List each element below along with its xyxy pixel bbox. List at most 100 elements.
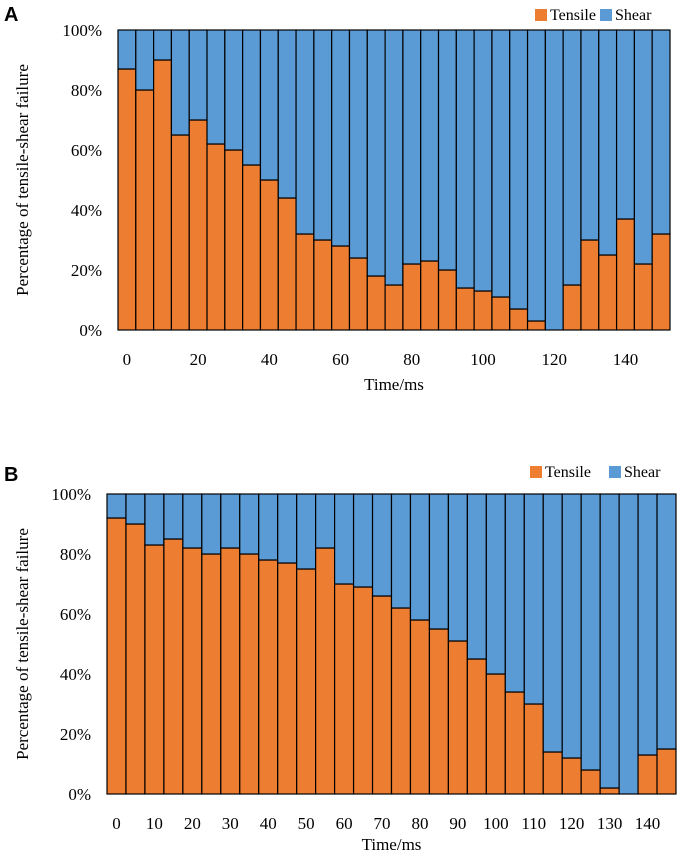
chart-a-bar-shear <box>615 29 635 220</box>
chart-a-bar-tensile <box>491 296 511 331</box>
chart-b-bar-tensile <box>296 568 317 795</box>
chart-a-bar-tensile <box>651 233 671 331</box>
chart-b-y-tick-label: 20% <box>60 725 91 744</box>
chart-b-bar-tensile <box>334 583 355 795</box>
chart-a-bar-shear <box>206 29 226 145</box>
chart-a-y-tick-label: 60% <box>71 141 102 160</box>
chart-b-bar-tensile <box>220 547 241 795</box>
chart-b-bar-tensile <box>315 547 336 795</box>
chart-a-bar-shear <box>580 29 600 241</box>
panel-label-b: B <box>4 464 19 486</box>
chart-b-bar-shear <box>466 493 487 660</box>
chart-a-y-tick-label: 80% <box>71 81 102 100</box>
chart-b-bar-shear <box>599 493 620 789</box>
chart-a-bar-tensile <box>224 149 244 331</box>
chart-b-x-tick-label: 110 <box>521 814 546 833</box>
chart-b-bar-tensile <box>599 787 620 795</box>
chart-a-x-tick-label: 20 <box>190 350 207 369</box>
chart-b-bar-shear <box>447 493 468 642</box>
chart-a-bar-tensile <box>348 257 368 331</box>
chart-b-bar-shear <box>390 493 412 609</box>
chart-b-bar-shear <box>504 493 525 693</box>
chart-b-bar-tensile <box>523 703 544 795</box>
chart-b-bar-tensile <box>485 673 506 795</box>
chart-b-x-tick-label: 0 <box>112 814 121 833</box>
chart-b-bar-shear <box>371 493 393 597</box>
chart-b-bar-shear <box>144 493 165 546</box>
chart-a-bar-shear <box>473 29 493 292</box>
chart-a-bar-shear <box>384 29 404 286</box>
chart-a-bar-shear <box>117 29 137 70</box>
chart-b-bar-shear <box>561 493 582 759</box>
chart-a-bar-tensile <box>135 89 155 331</box>
chart-a-bar-shear <box>135 29 155 91</box>
chart-a-bar-tensile <box>598 254 618 331</box>
chart-b-x-tick-label: 80 <box>411 814 428 833</box>
chart-a-legend-label-shear: Shear <box>615 7 652 24</box>
chart-b-x-tick-label: 50 <box>298 814 315 833</box>
chart-a-bar-shear <box>259 29 279 181</box>
chart-b-bar-tensile <box>409 619 431 795</box>
chart-a-bar-shear <box>437 29 457 271</box>
chart-b-y-tick-label: 40% <box>60 665 91 684</box>
chart-b-bar-shear <box>352 493 374 588</box>
chart-a-bar-tensile <box>313 239 333 331</box>
chart-panel-a: A 0% 20% 40% 60% 80% 100% 0 20 40 60 80 100 120 140 Ti… <box>0 0 678 400</box>
chart-b-x-tick-label: 130 <box>597 814 623 833</box>
chart-a-bar-tensile <box>331 245 351 331</box>
panel-label-a: A <box>4 4 19 26</box>
chart-b-bar-shear <box>428 493 449 630</box>
chart-b-svg: 0% 20% 40% 60% 80% 100% 0 10 20 30 40 50 60 70 80 90 100… <box>13 464 677 854</box>
chart-b-bar-tensile <box>163 538 184 795</box>
chart-a-legend-swatch-tensile <box>535 9 547 21</box>
chart-a-y-axis-title: Percentage of tensile-shear failure <box>13 64 32 296</box>
chart-b-bar-shear <box>656 493 677 750</box>
chart-a-bar-shear <box>651 29 671 235</box>
chart-b-bar-shear <box>296 493 317 570</box>
chart-b-bars <box>106 493 677 795</box>
chart-a-legend-label-tensile: Tensile <box>550 7 596 24</box>
chart-a-bar-shear <box>242 29 262 166</box>
chart-b-x-tick-label: 40 <box>260 814 277 833</box>
chart-b-x-tick-label: 100 <box>483 814 509 833</box>
chart-a-bar-tensile <box>188 119 208 331</box>
chart-a-legend: Tensile Shear <box>535 7 652 24</box>
chart-a-bar-shear <box>562 29 582 286</box>
chart-b-bar-shear <box>580 493 601 771</box>
chart-b-bar-shear <box>315 493 336 549</box>
chart-a-bar-shear <box>331 29 351 247</box>
chart-a-svg: 0% 20% 40% 60% 80% 100% 0 20 40 60 80 100 120 140 Time… <box>13 7 671 394</box>
chart-panel-b: B 0% 20% 40% 60% 80% 100% 0 10 20 30 40 50 60 70 80 90 1… <box>0 460 678 855</box>
chart-a-bar-tensile <box>562 284 582 331</box>
chart-b-x-tick-label: 140 <box>635 814 661 833</box>
chart-a-x-tick-label: 0 <box>123 350 132 369</box>
chart-b-bar-shear <box>163 493 184 540</box>
chart-a-bar-tensile <box>366 275 386 331</box>
chart-b-bar-shear <box>618 493 639 795</box>
chart-b-y-tick-label: 0% <box>68 785 91 804</box>
chart-a-bar-tensile <box>242 164 262 331</box>
chart-b-bar-shear <box>239 493 260 555</box>
chart-a-x-tick-label: 100 <box>470 350 496 369</box>
chart-a-bar-shear <box>526 29 546 322</box>
chart-a-y-tick-label: 100% <box>62 21 102 40</box>
chart-a-x-tick-label: 140 <box>613 350 639 369</box>
chart-a-bar-shear <box>544 29 564 331</box>
chart-b-bar-tensile <box>466 658 487 795</box>
chart-a-x-tick-label: 60 <box>332 350 349 369</box>
chart-a-bar-shear <box>224 29 244 151</box>
chart-a-bar-shear <box>420 29 440 262</box>
chart-b-bar-tensile <box>390 607 412 795</box>
chart-b-bar-shear <box>334 493 355 585</box>
chart-b-bar-shear <box>258 493 279 561</box>
chart-b-x-tick-label: 90 <box>449 814 466 833</box>
chart-a-bar-shear <box>153 29 173 61</box>
chart-b-bar-shear <box>523 493 544 705</box>
chart-b-y-tick-label: 80% <box>60 545 91 564</box>
chart-b-legend-swatch-tensile <box>530 466 542 478</box>
chart-b-bar-tensile <box>258 559 279 795</box>
chart-b-bar-shear <box>409 493 431 621</box>
chart-a-bar-shear <box>455 29 475 289</box>
chart-a-bar-shear <box>491 29 511 298</box>
chart-a-bar-shear <box>402 29 422 265</box>
